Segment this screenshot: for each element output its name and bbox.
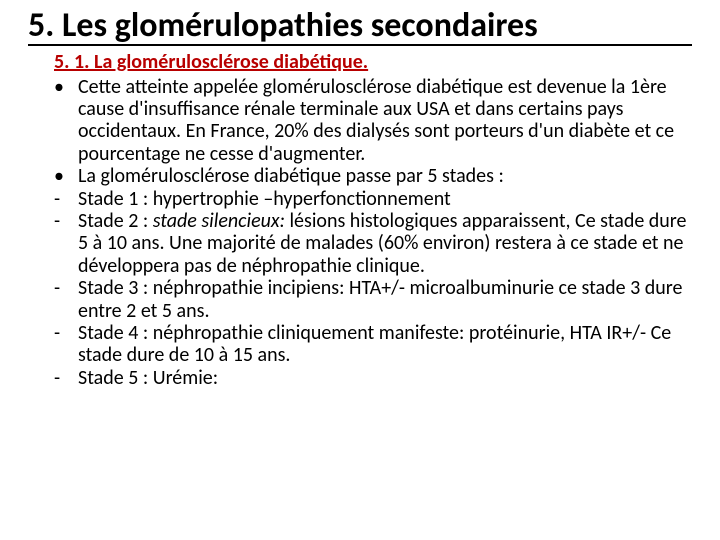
list-item: Cette atteinte appelée glomérulosclérose… (54, 76, 692, 166)
list-item: La glomérulosclérose diabétique passe pa… (54, 165, 692, 187)
slide-subtitle: 5. 1. La glomérulosclérose diabétique. (54, 50, 692, 74)
slide: 5. Les glomérulopathies secondaires 5. 1… (0, 0, 720, 540)
list-item: Stade 2 : stade silencieux: lésions hist… (54, 210, 692, 277)
list-item: Stade 1 : hypertrophie –hyperfonctionnem… (54, 188, 692, 210)
body-list: Cette atteinte appelée glomérulosclérose… (54, 76, 692, 389)
list-item: Stade 4 : néphropathie cliniquement mani… (54, 322, 692, 367)
list-item: Stade 3 : néphropathie incipiens: HTA+/-… (54, 277, 692, 322)
slide-title: 5. Les glomérulopathies secondaires (28, 8, 692, 46)
list-item: Stade 5 : Urémie: (54, 367, 692, 389)
